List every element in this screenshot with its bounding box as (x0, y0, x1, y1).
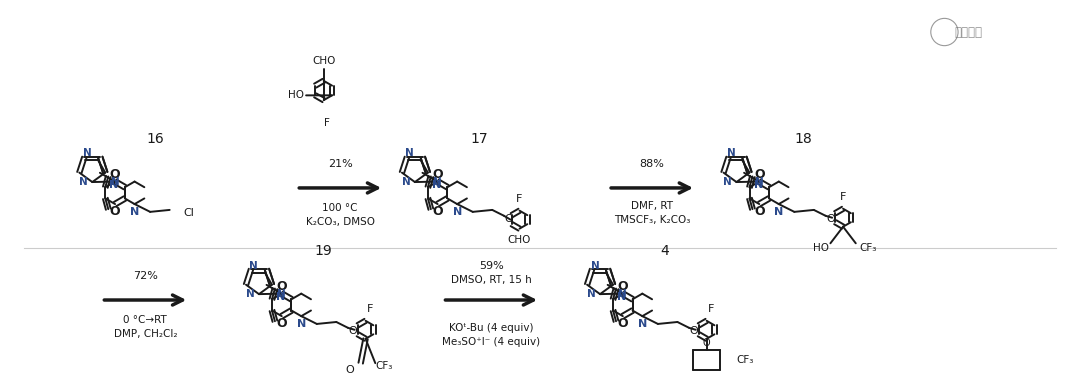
Text: O: O (432, 204, 443, 218)
Text: Cl: Cl (184, 208, 194, 218)
Text: N: N (755, 177, 764, 187)
Text: O: O (618, 317, 629, 330)
Text: O: O (826, 214, 835, 224)
Text: 0 °C→RT: 0 °C→RT (123, 316, 167, 325)
Text: O: O (754, 168, 765, 181)
Text: 16: 16 (146, 132, 164, 146)
Text: F: F (840, 192, 847, 202)
Text: CF₃: CF₃ (376, 361, 393, 371)
Text: CHO: CHO (508, 235, 531, 245)
Text: N: N (432, 180, 442, 190)
Text: 100 °C: 100 °C (323, 203, 357, 214)
Text: N: N (111, 177, 120, 187)
Text: HO: HO (288, 90, 305, 101)
Text: 砌块化学: 砌块化学 (955, 25, 983, 39)
Text: 72%: 72% (133, 271, 158, 280)
Text: F: F (708, 304, 715, 314)
Text: N: N (774, 207, 783, 217)
Text: N: N (109, 180, 119, 190)
Text: F: F (367, 304, 374, 314)
Text: O: O (349, 326, 357, 336)
Text: 19: 19 (314, 244, 333, 258)
Text: N: N (405, 149, 414, 158)
Text: N: N (130, 207, 139, 217)
Text: HO: HO (812, 243, 828, 253)
Text: N: N (83, 149, 92, 158)
Text: N: N (402, 177, 410, 187)
Text: O: O (690, 326, 699, 336)
Text: O: O (276, 317, 287, 330)
Text: 21%: 21% (328, 159, 352, 169)
Text: O: O (110, 204, 120, 218)
Text: DMSO, RT, 15 h: DMSO, RT, 15 h (450, 274, 531, 285)
Text: DMF, RT: DMF, RT (631, 201, 673, 211)
Text: N: N (727, 149, 735, 158)
Text: N: N (637, 319, 647, 329)
Text: N: N (433, 177, 442, 187)
Text: O: O (504, 214, 513, 224)
Text: N: N (619, 289, 627, 299)
Text: N: N (618, 292, 626, 302)
Text: F: F (516, 194, 523, 204)
Text: N: N (278, 289, 286, 299)
Text: N: N (591, 260, 599, 271)
Text: N: N (297, 319, 306, 329)
Text: CF₃: CF₃ (735, 355, 753, 365)
Text: N: N (724, 177, 732, 187)
Text: N: N (79, 177, 87, 187)
Text: O: O (754, 204, 765, 218)
Text: O: O (703, 338, 711, 348)
Text: O: O (276, 280, 287, 293)
Text: O: O (618, 280, 629, 293)
Text: F: F (324, 118, 329, 128)
Text: O: O (346, 365, 354, 375)
Text: N: N (754, 180, 762, 190)
Text: DMP, CH₂Cl₂: DMP, CH₂Cl₂ (113, 329, 177, 339)
Text: N: N (246, 289, 255, 299)
Text: K₂CO₃, DMSO: K₂CO₃, DMSO (306, 217, 375, 227)
Text: CF₃: CF₃ (860, 243, 877, 253)
Text: 88%: 88% (639, 159, 664, 169)
Text: 18: 18 (794, 132, 812, 146)
Text: N: N (586, 289, 596, 299)
Text: N: N (249, 260, 258, 271)
Text: N: N (276, 292, 285, 302)
Text: TMSCF₃, K₂CO₃: TMSCF₃, K₂CO₃ (613, 215, 690, 225)
Text: O: O (432, 168, 443, 181)
Text: 4: 4 (660, 244, 670, 258)
Text: O: O (110, 168, 120, 181)
Text: Me₃SO⁺I⁻ (4 equiv): Me₃SO⁺I⁻ (4 equiv) (442, 337, 540, 347)
Text: CHO: CHO (312, 56, 335, 66)
Text: 17: 17 (471, 132, 488, 146)
Text: KOᵗ-Bu (4 equiv): KOᵗ-Bu (4 equiv) (449, 323, 534, 333)
Text: N: N (453, 207, 462, 217)
Text: 59%: 59% (478, 261, 503, 271)
